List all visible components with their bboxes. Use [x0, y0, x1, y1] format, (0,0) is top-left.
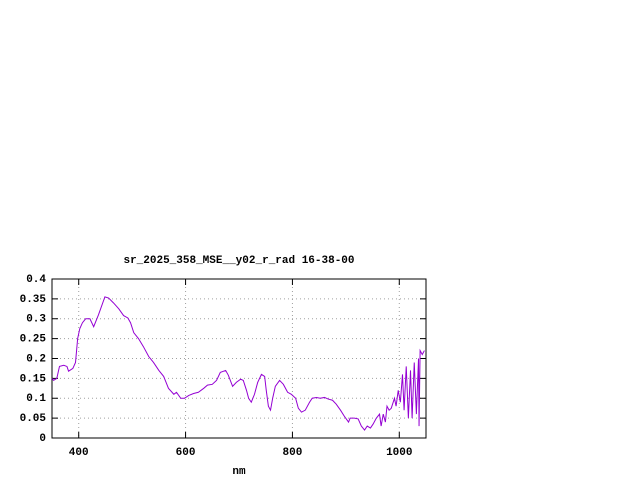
x-tick-label: 600 [176, 447, 196, 459]
y-tick-label: 0 [39, 433, 46, 445]
y-tick-label: 0.35 [20, 294, 47, 306]
y-tick-label: 0.15 [20, 373, 47, 385]
x-tick-label: 1000 [386, 447, 412, 459]
y-tick-label: 0.25 [20, 334, 47, 346]
chart-title: sr_2025_358_MSE__y02_r_rad 16-38-00 [123, 255, 354, 267]
y-tick-label: 0.3 [26, 314, 46, 326]
plot-border [51, 278, 427, 439]
x-tick-label: 400 [69, 447, 89, 459]
x-axis-label: nm [232, 466, 246, 478]
y-tick-label: 0.2 [26, 353, 46, 365]
y-tick-label: 0.05 [20, 413, 47, 425]
y-tick-label: 0.1 [26, 393, 46, 405]
x-tick-label: 800 [283, 447, 303, 459]
y-tick-label: 0.4 [26, 274, 46, 286]
data-line [51, 296, 425, 431]
